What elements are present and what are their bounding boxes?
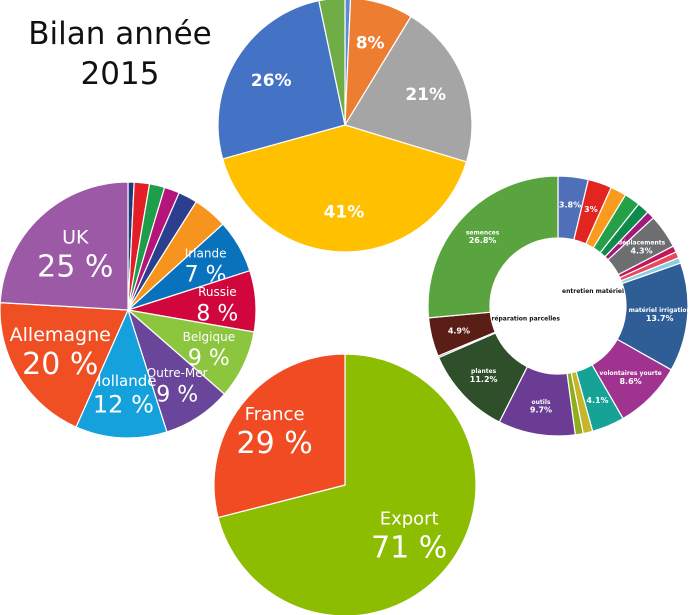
slice-name-label: volontaires yourte [599, 370, 661, 377]
slice-name-label: Outre-Mer [147, 366, 208, 380]
pie-slice [213, 353, 346, 519]
slice-name-label: préparation parcelles [487, 316, 560, 323]
pie-slice [217, 353, 477, 615]
slice-value-label: 8 % [196, 301, 238, 326]
slice-name-label: Irlande [185, 247, 227, 261]
slice-value-label: 41% [324, 202, 365, 222]
slice-name-label: semences [466, 229, 500, 236]
slice-name-label: matériel irrigation [629, 307, 689, 314]
slice-name-label: UK [62, 227, 89, 249]
slice-value-label: 4.1% [586, 396, 608, 405]
slice-value-label: 13.7% [646, 314, 674, 323]
slice-name-label: plantes [471, 368, 497, 375]
pie-slice [344, 0, 352, 126]
chart-title: Bilan année 2015 [0, 14, 240, 94]
pie-slice [344, 15, 473, 163]
slice-name-label: Belgique [183, 330, 236, 344]
slice-value-label: 26% [251, 71, 292, 91]
slice-name-label: Russie [198, 285, 237, 299]
slice-value-label: 9 % [188, 346, 230, 371]
slice-name-label: Export [380, 508, 439, 529]
slice-value-label: 29 % [237, 426, 313, 461]
slice-value-label: 8% [356, 33, 385, 53]
slice-value-label: 11.2% [470, 375, 498, 384]
slice-name-label: Allemagne [10, 324, 111, 346]
slice-value-label: 4.3% [630, 246, 652, 255]
pie-slice [217, 0, 346, 160]
pie-slice [0, 302, 129, 428]
slice-value-label: 8.6% [619, 377, 641, 386]
pie-slice [75, 308, 168, 439]
slice-value-label: 71 % [371, 530, 447, 565]
slice-value-label: 12 % [93, 390, 154, 418]
slice-value-label: 3.8% [559, 200, 581, 209]
pie-slice [427, 175, 559, 319]
slice-value-label: 21% [405, 85, 446, 105]
slice-name-label: France [245, 404, 305, 425]
slice-name-label: Hollande [90, 372, 156, 390]
slice-name-label: outils [532, 399, 551, 406]
title-line-1: Bilan année [28, 16, 212, 52]
slice-value-label: 3% [584, 205, 598, 214]
slice-value-label: 26.8% [469, 236, 497, 245]
title-line-2: 2015 [80, 56, 160, 92]
slice-value-label: 20 % [22, 347, 98, 382]
pie-slice [0, 181, 129, 311]
pie-chart-top: 8% 21% 41% 26% [217, 0, 473, 253]
slice-value-label: 4.9% [448, 326, 470, 335]
slice-value-label: 9.7% [530, 406, 552, 415]
slice-name-label: entretien matériel [562, 288, 624, 295]
slice-value-label: 25 % [37, 250, 113, 285]
pie-slice [318, 0, 346, 126]
slice-value-label: 9 % [156, 382, 198, 407]
slice-name-label: déplacements [618, 240, 666, 247]
pie-slice [221, 124, 468, 253]
